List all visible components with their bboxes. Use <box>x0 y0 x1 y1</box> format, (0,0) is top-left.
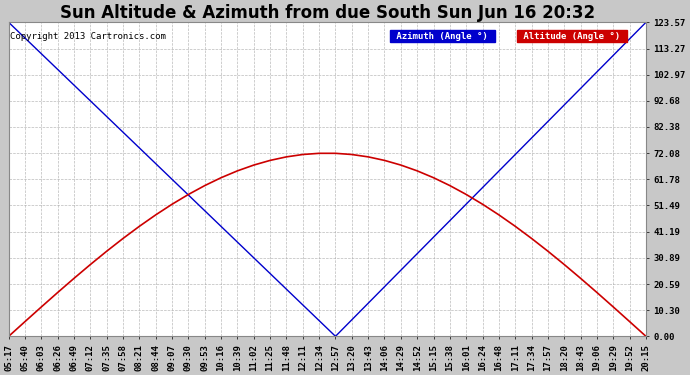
Text: Copyright 2013 Cartronics.com: Copyright 2013 Cartronics.com <box>10 32 166 41</box>
Title: Sun Altitude & Azimuth from due South Sun Jun 16 20:32: Sun Altitude & Azimuth from due South Su… <box>60 4 595 22</box>
Text: Azimuth (Angle °): Azimuth (Angle °) <box>391 32 493 41</box>
Text: Altitude (Angle °): Altitude (Angle °) <box>518 32 626 41</box>
